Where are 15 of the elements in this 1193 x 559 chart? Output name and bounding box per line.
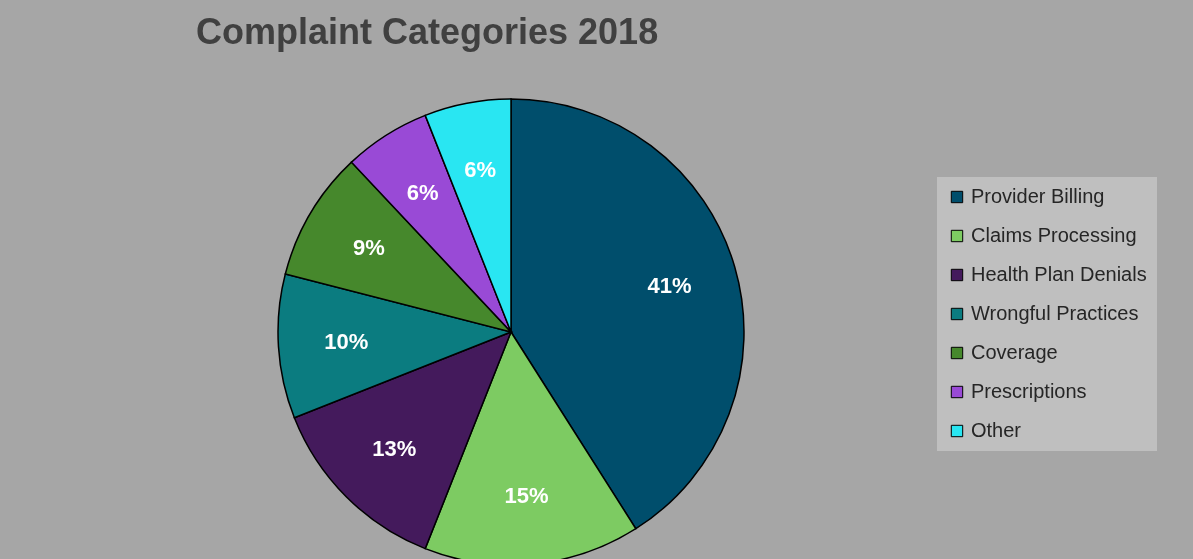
legend-label: Health Plan Denials — [971, 263, 1147, 285]
data-label: 13% — [372, 435, 417, 461]
legend-label: Other — [971, 419, 1022, 441]
data-label: 41% — [647, 272, 692, 298]
legend-label: Claims Processing — [971, 224, 1137, 246]
data-label: 6% — [406, 179, 439, 205]
legend-label: Coverage — [971, 341, 1058, 363]
legend-label: Provider Billing — [971, 185, 1105, 207]
data-label: 6% — [464, 156, 496, 182]
data-label: 9% — [353, 235, 385, 261]
legend-label: Prescriptions — [971, 380, 1087, 402]
data-label: 15% — [504, 483, 549, 509]
data-label: 10% — [324, 329, 369, 355]
chart-title: Complaint Categories 2018 — [196, 11, 659, 52]
legend-label: Wrongful Practices — [971, 302, 1139, 324]
